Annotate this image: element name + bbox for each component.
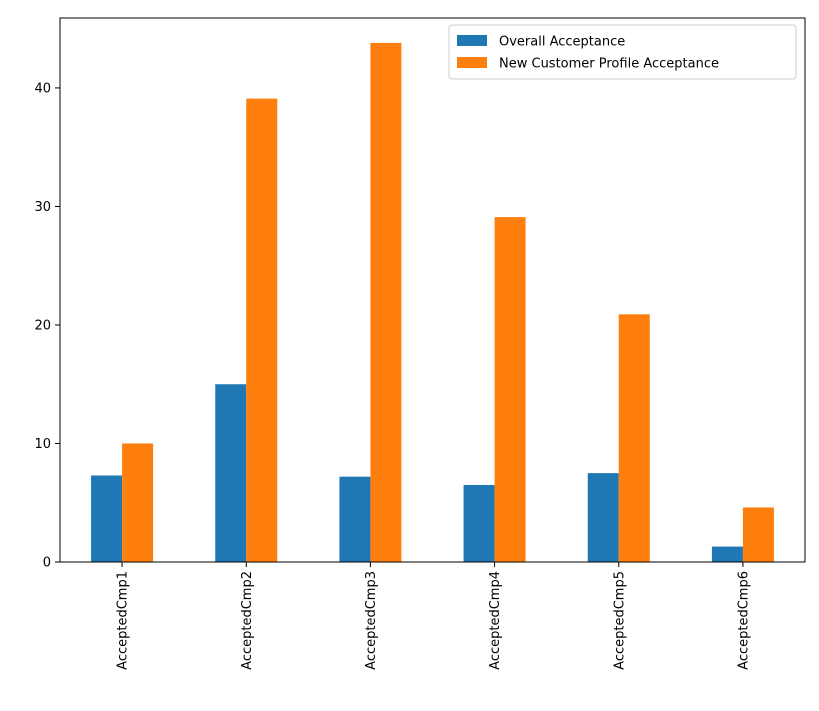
bars-layer (91, 42, 774, 563)
y-tick-label-30: 30 (34, 200, 51, 215)
bar-series2-acceptedcmp2 (246, 98, 278, 562)
bar-series2-acceptedcmp1 (122, 443, 154, 562)
bar-series2-acceptedcmp3 (370, 42, 402, 562)
bar-series1-acceptedcmp5 (587, 473, 619, 562)
y-axis: 0 10 20 30 40 (34, 81, 60, 571)
x-tick-label-acceptedcmp6: AcceptedCmp6 (736, 571, 751, 670)
y-tick-label-20: 20 (34, 318, 51, 333)
legend-label-series2: New Customer Profile Acceptance (499, 57, 719, 72)
y-tick-label-0: 0 (43, 556, 51, 571)
legend-box (448, 24, 797, 80)
legend-swatch-series1 (457, 35, 487, 46)
bar-series1-acceptedcmp4 (463, 484, 495, 562)
bar-series2-acceptedcmp5 (618, 314, 650, 562)
bar-series2-acceptedcmp6 (742, 507, 774, 562)
plot-frame (59, 17, 806, 563)
bar-series2-acceptedcmp4 (494, 217, 526, 563)
legend-swatch-series2 (457, 57, 487, 68)
bar-series1-acceptedcmp6 (711, 546, 743, 562)
y-tick-label-10: 10 (34, 437, 51, 452)
bar-series1-acceptedcmp1 (91, 475, 123, 562)
legend-label-series1: Overall Acceptance (499, 35, 625, 50)
bar-series1-acceptedcmp2 (215, 384, 247, 562)
x-tick-label-acceptedcmp1: AcceptedCmp1 (116, 571, 131, 670)
legend: Overall Acceptance New Customer Profile A… (448, 24, 797, 80)
bar-series1-acceptedcmp3 (339, 476, 371, 562)
x-tick-label-acceptedcmp3: AcceptedCmp3 (364, 571, 379, 670)
x-tick-label-acceptedcmp5: AcceptedCmp5 (612, 571, 627, 670)
x-axis: AcceptedCmp1 AcceptedCmp2 AcceptedCmp3 Acce… (116, 562, 751, 670)
y-tick-label-40: 40 (34, 81, 51, 96)
x-tick-label-acceptedcmp4: AcceptedCmp4 (488, 571, 503, 670)
x-tick-label-acceptedcmp2: AcceptedCmp2 (240, 571, 255, 670)
